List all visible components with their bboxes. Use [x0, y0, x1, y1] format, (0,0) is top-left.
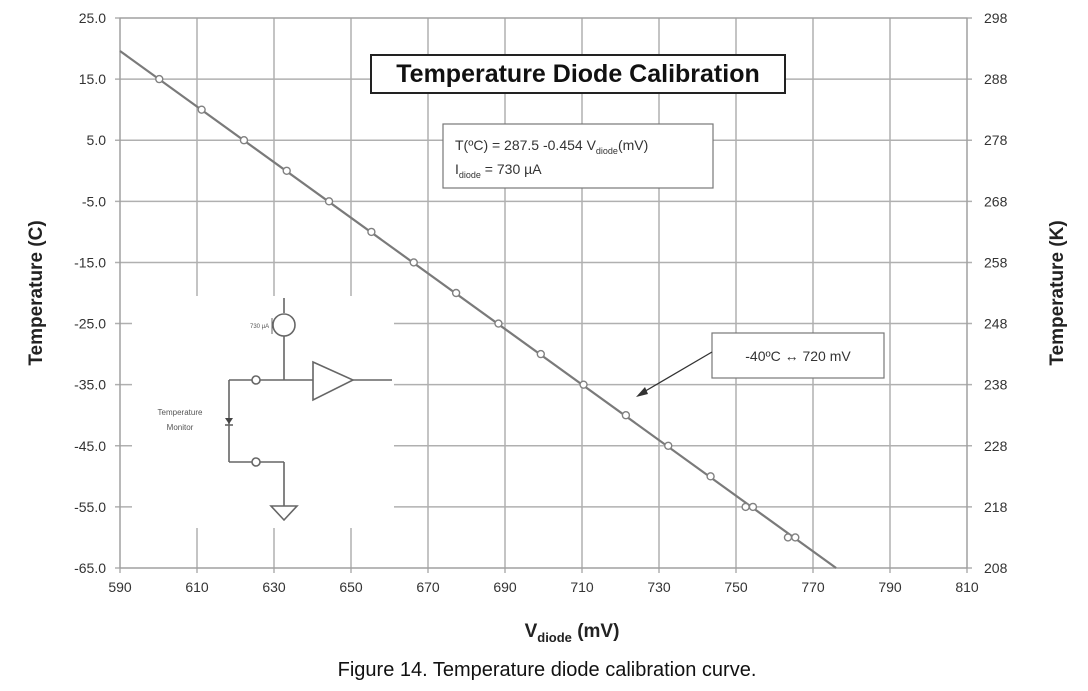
- chart-title: Temperature Diode Calibration: [396, 60, 760, 88]
- data-point: [706, 472, 715, 481]
- data-point: [409, 258, 418, 267]
- y-tick-label: -25.0: [74, 316, 106, 332]
- y2-tick-label: 238: [984, 377, 1008, 393]
- x-tick-label: 810: [955, 579, 979, 595]
- y2-tick-label: 218: [984, 499, 1008, 515]
- x-tick-label: 790: [878, 579, 902, 595]
- data-point: [197, 105, 206, 114]
- data-point: [494, 319, 503, 328]
- data-point: [783, 533, 793, 542]
- inset-circuit: [225, 298, 392, 522]
- equation-line-1: T(ºC) = 287.5 -0.454 Vdiode(mV): [455, 137, 648, 156]
- data-point: [741, 502, 750, 512]
- ground-icon: [269, 505, 299, 522]
- data-point: [579, 380, 588, 389]
- monitor-label-1: Temperature: [158, 408, 203, 417]
- data-point: [282, 166, 291, 175]
- title-box: [370, 54, 786, 94]
- y-tick-label: 15.0: [79, 71, 106, 87]
- data-point: [748, 502, 758, 512]
- fit-line: [119, 50, 837, 569]
- x-tick-label: 770: [801, 579, 825, 595]
- data-point: [155, 74, 164, 84]
- x-tick-label: 710: [570, 579, 594, 595]
- data-points: [155, 74, 800, 542]
- y-tick-label: -5.0: [82, 193, 106, 209]
- figure-caption: Figure 14. Temperature diode calibration…: [338, 659, 757, 681]
- y-tick-label: -35.0: [74, 377, 106, 393]
- inset-background: [132, 296, 394, 528]
- amplifier-icon: [312, 360, 355, 402]
- y-tick-label: -15.0: [74, 254, 106, 270]
- y-tick-label: -55.0: [74, 499, 106, 515]
- y-tick-labels: 25.0 15.0 5.0 -5.0 -15.0 -25.0 -35.0 -45.0 -55.0…: [74, 10, 106, 576]
- equation-line-2: Idiode = 730 µA: [455, 161, 542, 180]
- annotation-arrowhead: [636, 387, 648, 397]
- y2-tick-label: 298: [984, 10, 1008, 26]
- x-tick-label: 630: [262, 579, 286, 595]
- x-tick-label: 690: [493, 579, 517, 595]
- annotation-text: -40ºC ↔ 720 mV: [745, 348, 851, 364]
- x-tick-label: 750: [724, 579, 748, 595]
- y2-tick-label: 258: [984, 254, 1008, 270]
- y2-tick-label: 208: [984, 560, 1008, 576]
- y-tick-label: -65.0: [74, 560, 106, 576]
- x-tick-label: 590: [108, 579, 132, 595]
- y2-tick-label: 278: [984, 132, 1008, 148]
- y-axis-label: Temperature (C): [26, 220, 47, 365]
- x-tick-label: 610: [185, 579, 209, 595]
- y2-tick-labels: 298 288 278 268 258 248 238 228 218 208: [984, 10, 1008, 576]
- y-tick-label: 5.0: [87, 132, 107, 148]
- x-axis-label: Vdiode (mV): [525, 621, 620, 645]
- y-tick-label: 25.0: [79, 10, 106, 26]
- data-point: [367, 227, 376, 237]
- data-point: [239, 136, 249, 145]
- data-point: [621, 411, 631, 420]
- x-tick-labels: 590 610 630 650 670 690 710 730 750 770 790 810: [108, 579, 979, 595]
- data-point: [664, 441, 673, 450]
- x-tick-label: 730: [647, 579, 671, 595]
- y2-tick-label: 288: [984, 71, 1008, 87]
- annotation-arrow: [641, 351, 713, 394]
- equation-box: [442, 123, 714, 189]
- data-point: [791, 533, 800, 542]
- diode-icon: [225, 418, 233, 424]
- current-label: 730 µA: [250, 324, 269, 330]
- y-tick-label: -45.0: [74, 438, 106, 454]
- y2-axis-label: Temperature (K): [1047, 220, 1068, 365]
- annotation-box: [711, 332, 885, 379]
- y2-tick-label: 268: [984, 193, 1008, 209]
- monitor-label-2: Monitor: [167, 423, 194, 432]
- y2-tick-label: 248: [984, 316, 1008, 332]
- plot-frame: [119, 17, 968, 569]
- data-point: [536, 349, 546, 359]
- data-point: [324, 197, 334, 206]
- data-point: [451, 288, 461, 298]
- y2-tick-label: 228: [984, 438, 1008, 454]
- x-tick-label: 670: [416, 579, 440, 595]
- x-tick-label: 650: [339, 579, 363, 595]
